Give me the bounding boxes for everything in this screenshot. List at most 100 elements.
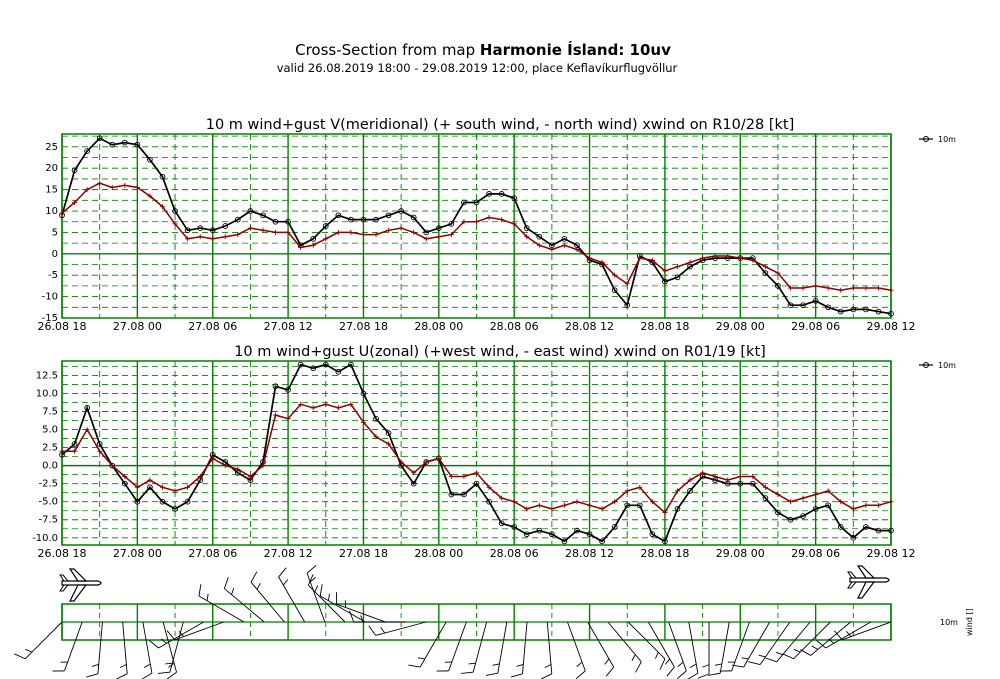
data-point — [850, 285, 856, 291]
data-point — [863, 502, 869, 508]
wind-barb — [687, 621, 699, 679]
data-point — [285, 416, 291, 422]
data-point — [737, 255, 743, 261]
data-point — [461, 219, 467, 225]
y-tick-label: 10.0 — [36, 388, 58, 399]
data-point — [775, 270, 781, 276]
data-point — [687, 488, 693, 494]
data-point — [360, 216, 367, 223]
data-point — [511, 195, 518, 202]
x-tick-label: 28.08 00 — [414, 320, 463, 333]
wind-barb — [223, 577, 265, 623]
data-point — [209, 227, 216, 234]
data-point — [511, 499, 517, 505]
data-point — [197, 234, 203, 240]
data-point — [561, 538, 568, 545]
data-point — [272, 383, 279, 390]
y-tick-label: 0.0 — [42, 461, 58, 472]
data-point — [863, 285, 869, 291]
data-point — [297, 361, 304, 368]
x-tick-label: 28.08 00 — [414, 547, 463, 560]
wind-barb — [782, 621, 831, 660]
data-point — [850, 306, 857, 313]
data-point — [800, 285, 806, 291]
data-point — [310, 365, 317, 372]
y-tick-label: 25 — [45, 142, 58, 153]
x-tick-label: 29.08 00 — [716, 547, 765, 560]
data-point — [310, 242, 316, 248]
y-tick-label: -10.0 — [32, 533, 58, 544]
data-point — [788, 499, 794, 505]
data-point — [461, 473, 467, 479]
y-tick-label: 7.5 — [42, 407, 58, 418]
data-point — [461, 199, 467, 206]
data-point — [762, 495, 769, 501]
data-point — [473, 199, 480, 206]
wind-barb — [368, 621, 427, 636]
data-point — [134, 484, 140, 490]
wind-barb — [627, 621, 666, 670]
data-point — [96, 441, 103, 447]
x-tick-label: 29.08 12 — [867, 320, 916, 333]
data-point — [486, 214, 492, 220]
data-point — [611, 524, 618, 530]
data-point — [411, 470, 417, 476]
y-tick-label: 5 — [52, 227, 58, 238]
data-point — [800, 513, 806, 519]
y-tick-label: -5 — [48, 270, 58, 281]
data-point — [109, 463, 115, 469]
data-point — [838, 499, 844, 505]
data-point — [750, 473, 756, 479]
data-point — [812, 506, 819, 512]
data-point — [474, 470, 479, 476]
data-point — [762, 270, 769, 276]
data-point — [71, 167, 78, 174]
data-point — [725, 477, 731, 483]
data-point — [624, 488, 630, 494]
data-point — [121, 139, 128, 146]
legend-marker — [923, 362, 929, 368]
data-point — [712, 473, 718, 479]
data-point — [348, 216, 354, 223]
data-point — [536, 233, 543, 240]
data-point — [348, 401, 354, 407]
data-point — [147, 156, 153, 163]
data-point — [498, 520, 505, 527]
data-point — [72, 448, 78, 454]
data-point — [474, 219, 479, 225]
data-point — [398, 208, 404, 214]
barb-axis-label: wind [] — [965, 608, 974, 636]
data-point — [159, 484, 165, 490]
barb-grid — [61, 603, 892, 641]
data-point — [624, 302, 631, 309]
wind-barb — [319, 584, 366, 623]
wind-barb — [198, 584, 245, 623]
data-point — [360, 419, 366, 425]
wind-barb — [166, 621, 224, 641]
y-tick-label: -10 — [42, 292, 58, 303]
data-point — [536, 527, 543, 534]
data-point — [386, 227, 392, 233]
page-title: Cross-Section from map Harmonie Ísland: … — [295, 40, 671, 59]
data-point — [410, 214, 417, 221]
data-point — [473, 480, 480, 487]
data-point — [298, 401, 304, 407]
wind-barb — [800, 621, 851, 656]
data-point — [272, 218, 279, 225]
data-point — [373, 415, 379, 422]
data-point — [523, 531, 530, 538]
x-tick-label: 27.08 00 — [113, 320, 162, 333]
data-point — [210, 236, 216, 242]
data-point — [97, 180, 103, 186]
wind-barbs — [14, 564, 892, 679]
wind-barb — [162, 621, 177, 679]
data-point — [587, 502, 593, 508]
data-point — [197, 473, 203, 479]
y-tick-label: 12.5 — [36, 370, 58, 381]
wind-barb — [349, 610, 406, 623]
x-tick-label: 29.08 06 — [791, 547, 840, 560]
data-point — [674, 488, 680, 494]
y-tick-label: 15 — [45, 185, 58, 196]
data-point — [586, 531, 593, 538]
data-point — [838, 287, 844, 293]
